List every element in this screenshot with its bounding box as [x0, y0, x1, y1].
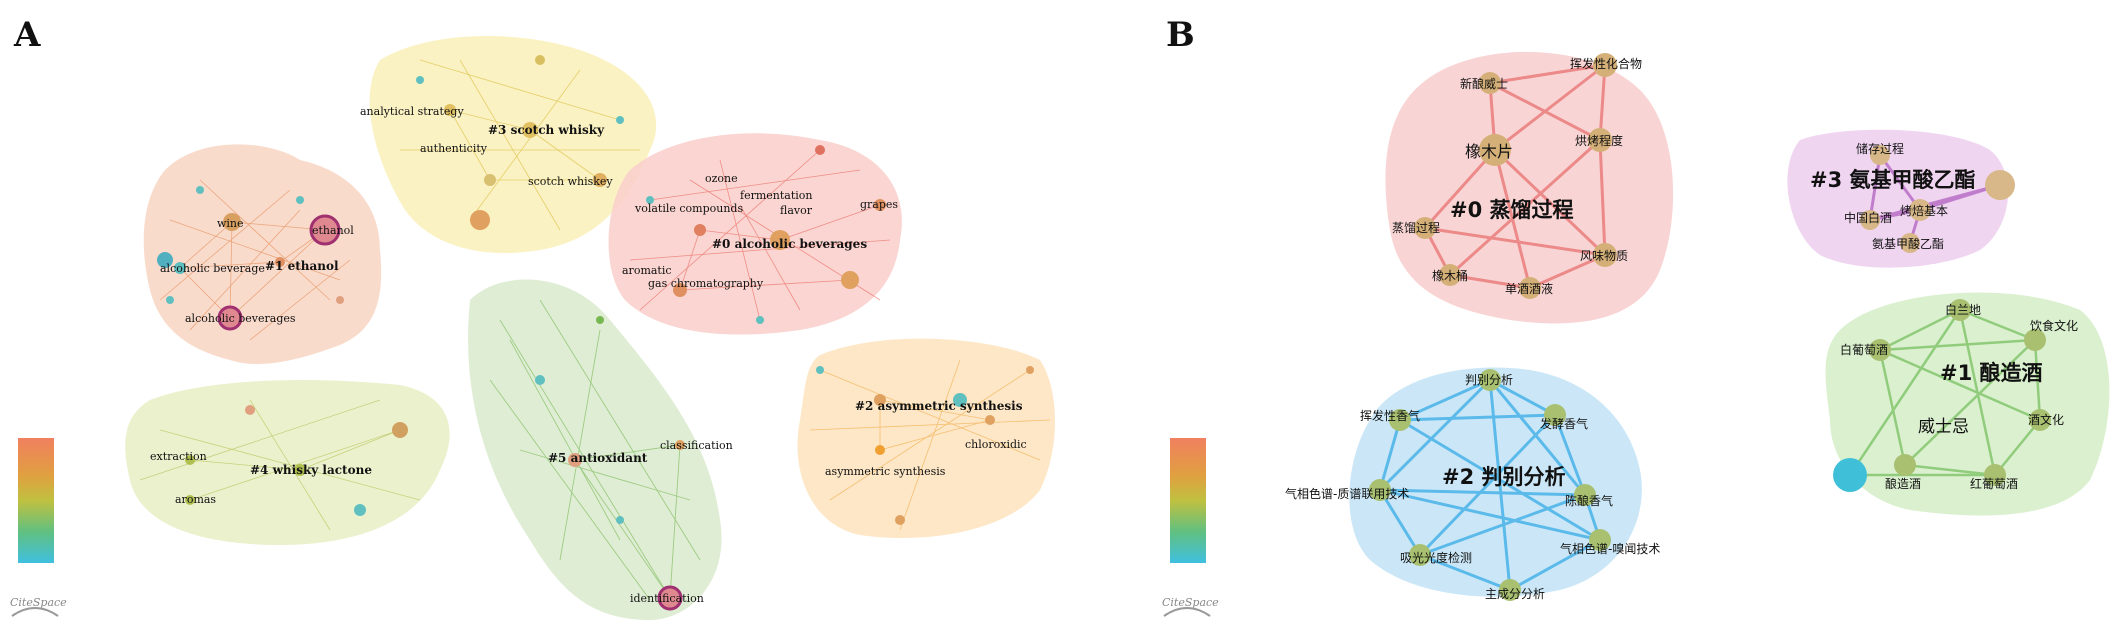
cluster-label-4: #4 whisky lactone [250, 463, 372, 477]
svg-text:classification: classification [660, 439, 733, 452]
svg-text:identification: identification [630, 592, 704, 605]
svg-text:蒸馏过程: 蒸馏过程 [1392, 220, 1440, 235]
edges-asymmetric [809, 359, 1051, 531]
svg-text:authenticity: authenticity [420, 142, 488, 155]
logo-mark [11, 607, 59, 617]
svg-text:烤焙基本: 烤焙基本 [1900, 203, 1948, 218]
time-legend-bar-b [1170, 438, 1206, 563]
cluster-hull-whisky-lactone [125, 380, 450, 545]
svg-text:extraction: extraction [150, 450, 207, 463]
svg-text:白兰地: 白兰地 [1945, 302, 1981, 317]
panel-a: A [0, 0, 1060, 627]
cluster-hull-alcoholic [608, 133, 902, 335]
citespace-logo: CiteSpace [10, 596, 67, 609]
svg-text:挥发性化合物: 挥发性化合物 [1570, 56, 1642, 71]
nodes-panel-b [1369, 53, 2051, 601]
svg-text:气相色谱-质谱联用技术: 气相色谱-质谱联用技术 [1285, 486, 1409, 501]
edges-whisky-lactone [139, 399, 421, 531]
edges-antioxidant [489, 299, 701, 601]
panel-b: B [1160, 0, 2121, 627]
svg-text:grapes: grapes [860, 198, 898, 211]
cluster-label-0: #0 alcoholic beverages [712, 237, 867, 251]
cluster-hull-anjijia [1787, 129, 2009, 268]
svg-text:wine: wine [217, 217, 244, 230]
svg-text:威士忌: 威士忌 [1918, 417, 1969, 437]
svg-text:asymmetric synthesis: asymmetric synthesis [825, 465, 946, 478]
svg-text:红葡萄酒: 红葡萄酒 [1970, 476, 2018, 491]
svg-text:气相色谱-嗅闻技术: 气相色谱-嗅闻技术 [1560, 541, 1660, 556]
cluster-label-3: #3 scotch whisky [488, 123, 605, 137]
svg-text:橡木桶: 橡木桶 [1432, 268, 1468, 283]
cluster-hull-asymmetric [797, 338, 1055, 538]
cluster-label-2: #2 asymmetric synthesis [855, 399, 1023, 413]
panel-b-letter: B [1166, 15, 1195, 55]
cluster-labels-panel-a: #0 alcoholic beverages #1 ethanol #2 asy… [250, 123, 1023, 477]
edges-niangzao [1848, 308, 2042, 477]
svg-text:flavor: flavor [780, 204, 813, 217]
cluster-labels-panel-b: #0 蒸馏过程 #3 氨基甲酸乙酯 #1 酿造酒 #2 判别分析 [1442, 168, 2043, 489]
svg-text:判别分析: 判别分析 [1465, 373, 1513, 387]
keyword-labels-panel-a: wine ethanol alcoholic beverage alcoholi… [150, 105, 1027, 605]
keyword-labels-panel-b: 橡木片 新酿威士 挥发性化合物 烘烤程度 蒸馏过程 风味物质 橡木桶 单酒酒液 … [1285, 56, 2078, 601]
cluster-label-1: #1 ethanol [265, 259, 339, 273]
time-legend-bar [18, 438, 54, 563]
cluster-label-panbie: #2 判别分析 [1442, 465, 1566, 489]
svg-text:aromatic: aromatic [622, 264, 672, 277]
svg-text:储存过程: 储存过程 [1856, 141, 1904, 156]
logo-mark-b [1163, 607, 1211, 617]
svg-text:饮食文化: 饮食文化 [2030, 318, 2078, 333]
svg-text:吸光光度检测: 吸光光度检测 [1400, 550, 1472, 565]
svg-text:gas chromatography: gas chromatography [648, 277, 764, 290]
edges-scotch [400, 59, 640, 231]
panel-a-letter: A [13, 15, 41, 55]
svg-text:陈酿香气: 陈酿香气 [1565, 493, 1613, 508]
cluster-label-5: #5 antioxidant [548, 451, 648, 465]
svg-text:ozone: ozone [705, 172, 738, 185]
edges-alcoholic [629, 149, 891, 321]
edges-panbie [1378, 378, 1602, 592]
cluster-hull-scotch [369, 36, 657, 254]
svg-text:中国白酒: 中国白酒 [1844, 210, 1892, 225]
svg-text:发酵香气: 发酵香气 [1540, 416, 1588, 431]
svg-text:新酿威士: 新酿威士 [1460, 76, 1508, 91]
svg-text:主成分分析: 主成分分析 [1485, 587, 1545, 601]
svg-text:analytical strategy: analytical strategy [360, 105, 464, 118]
svg-text:酿造酒: 酿造酒 [1885, 476, 1921, 491]
svg-text:氨基甲酸乙酯: 氨基甲酸乙酯 [1872, 236, 1944, 251]
svg-text:白葡萄酒: 白葡萄酒 [1840, 342, 1888, 357]
svg-text:风味物质: 风味物质 [1580, 249, 1628, 263]
svg-text:酒文化: 酒文化 [2028, 412, 2064, 427]
svg-text:烘烤程度: 烘烤程度 [1575, 133, 1623, 148]
cluster-label-niangzao: #1 酿造酒 [1940, 361, 2043, 385]
cluster-label-anjijia: #3 氨基甲酸乙酯 [1810, 168, 1976, 192]
cluster-hull-ethanol [143, 144, 382, 365]
cluster-hull-panbie [1349, 367, 1642, 597]
svg-text:volatile compounds: volatile compounds [634, 202, 743, 215]
svg-text:chloroxidic: chloroxidic [965, 438, 1027, 451]
edges-zhengliu [1423, 63, 1607, 290]
svg-text:fermentation: fermentation [740, 189, 813, 202]
svg-text:单酒酒液: 单酒酒液 [1505, 281, 1553, 296]
svg-text:scotch whiskey: scotch whiskey [528, 175, 613, 188]
svg-text:ethanol: ethanol [312, 224, 354, 237]
cluster-label-zhengliu: #0 蒸馏过程 [1450, 198, 1574, 222]
cluster-hull-antioxidant [468, 279, 722, 620]
svg-text:橡木片: 橡木片 [1465, 142, 1513, 161]
citespace-logo-b: CiteSpace [1162, 596, 1219, 609]
svg-text:挥发性香气: 挥发性香气 [1360, 408, 1420, 423]
svg-text:alcoholic beverages: alcoholic beverages [185, 312, 296, 325]
svg-text:aromas: aromas [175, 493, 216, 506]
svg-text:alcoholic beverage: alcoholic beverage [160, 262, 265, 275]
nodes-panel-a [157, 55, 1034, 611]
